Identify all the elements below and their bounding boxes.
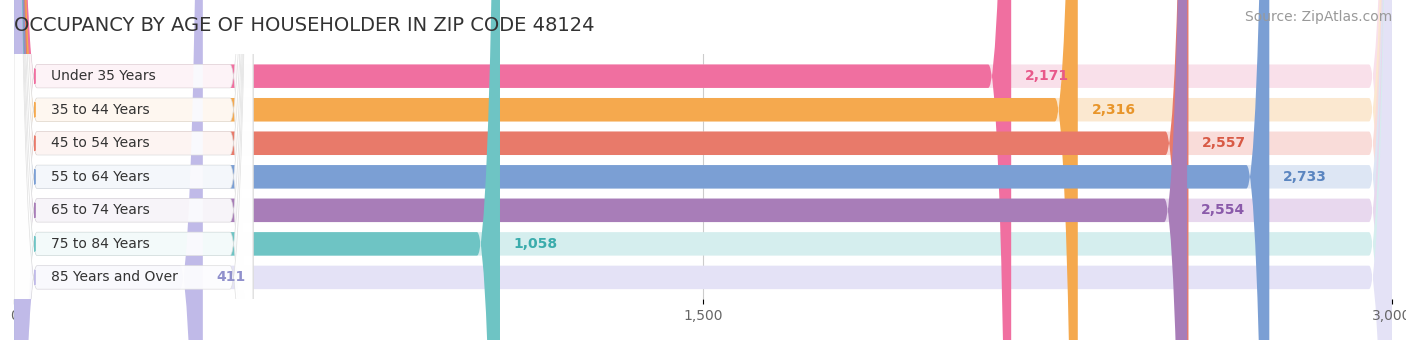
FancyBboxPatch shape [14,0,1392,340]
Text: 2,733: 2,733 [1284,170,1327,184]
FancyBboxPatch shape [14,0,1392,340]
Text: 65 to 74 Years: 65 to 74 Years [51,203,149,217]
FancyBboxPatch shape [14,0,1270,340]
Text: 411: 411 [217,270,246,284]
Text: Source: ZipAtlas.com: Source: ZipAtlas.com [1244,10,1392,24]
Text: 2,554: 2,554 [1201,203,1246,217]
FancyBboxPatch shape [14,0,253,340]
FancyBboxPatch shape [14,0,253,340]
FancyBboxPatch shape [14,0,1392,340]
Text: 2,171: 2,171 [1025,69,1069,83]
Text: 85 Years and Over: 85 Years and Over [51,270,177,284]
FancyBboxPatch shape [14,0,1078,340]
FancyBboxPatch shape [14,0,253,340]
FancyBboxPatch shape [14,0,253,340]
Text: 75 to 84 Years: 75 to 84 Years [51,237,149,251]
Text: 1,058: 1,058 [513,237,558,251]
Text: 55 to 64 Years: 55 to 64 Years [51,170,149,184]
FancyBboxPatch shape [14,0,1188,340]
FancyBboxPatch shape [14,0,202,340]
FancyBboxPatch shape [14,0,1011,340]
FancyBboxPatch shape [14,0,501,340]
Text: OCCUPANCY BY AGE OF HOUSEHOLDER IN ZIP CODE 48124: OCCUPANCY BY AGE OF HOUSEHOLDER IN ZIP C… [14,16,595,35]
Text: 2,316: 2,316 [1091,103,1136,117]
FancyBboxPatch shape [14,0,1392,340]
FancyBboxPatch shape [14,0,253,340]
FancyBboxPatch shape [14,0,1392,340]
Text: 45 to 54 Years: 45 to 54 Years [51,136,149,150]
FancyBboxPatch shape [14,0,253,340]
Text: 2,557: 2,557 [1202,136,1246,150]
FancyBboxPatch shape [14,0,253,340]
FancyBboxPatch shape [14,0,1392,340]
Text: Under 35 Years: Under 35 Years [51,69,156,83]
FancyBboxPatch shape [14,0,1187,340]
FancyBboxPatch shape [14,0,1392,340]
Text: 35 to 44 Years: 35 to 44 Years [51,103,149,117]
